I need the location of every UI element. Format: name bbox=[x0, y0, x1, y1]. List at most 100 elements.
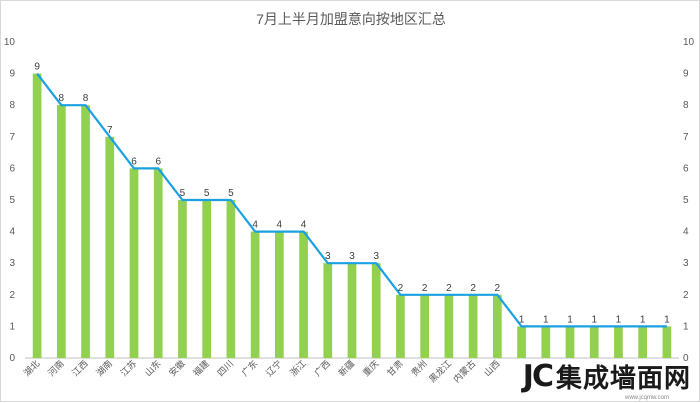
data-label: 6 bbox=[131, 156, 137, 167]
x-tick-label: 广西 bbox=[312, 358, 333, 379]
x-tick-label: 江西 bbox=[70, 358, 91, 379]
data-label: 2 bbox=[398, 283, 404, 294]
y-tick-label-right: 9 bbox=[683, 69, 689, 80]
y-tick-label-right: 3 bbox=[683, 258, 689, 269]
y-tick-label-right: 5 bbox=[683, 195, 689, 206]
data-label: 2 bbox=[495, 283, 501, 294]
bar bbox=[638, 326, 648, 358]
x-tick-label: 山东 bbox=[142, 358, 163, 379]
bar bbox=[541, 326, 551, 358]
bar bbox=[517, 326, 526, 358]
data-label: 1 bbox=[543, 314, 549, 325]
data-label: 1 bbox=[519, 314, 525, 325]
x-tick-label: 广东 bbox=[239, 358, 260, 379]
data-label: 4 bbox=[277, 220, 283, 231]
data-label: 7 bbox=[107, 125, 113, 136]
x-tick-label: 河南 bbox=[45, 358, 66, 379]
bar bbox=[81, 105, 90, 358]
y-tick-label-right: 4 bbox=[683, 227, 689, 238]
data-label: 2 bbox=[446, 283, 452, 294]
watermark-logo: JC bbox=[522, 359, 554, 394]
bar bbox=[371, 263, 381, 358]
bar bbox=[105, 136, 115, 358]
data-label: 3 bbox=[349, 251, 355, 262]
x-tick-label: 福建 bbox=[191, 358, 212, 379]
data-label: 6 bbox=[155, 156, 161, 167]
data-label: 5 bbox=[204, 188, 210, 199]
bar bbox=[347, 263, 357, 358]
data-label: 2 bbox=[470, 283, 476, 294]
bar bbox=[589, 326, 599, 358]
bar bbox=[32, 73, 42, 358]
bar bbox=[202, 200, 212, 358]
y-tick-label-left: 9 bbox=[9, 69, 15, 80]
bar bbox=[250, 231, 260, 358]
bar bbox=[444, 294, 454, 358]
data-label: 1 bbox=[640, 314, 646, 325]
y-tick-label-left: 5 bbox=[9, 195, 15, 206]
x-tick-label: 重庆 bbox=[360, 358, 381, 379]
data-label: 5 bbox=[180, 188, 186, 199]
bar bbox=[274, 231, 284, 358]
y-tick-label-left: 0 bbox=[9, 353, 15, 364]
y-tick-label-right: 7 bbox=[683, 132, 689, 143]
data-label: 1 bbox=[567, 314, 573, 325]
y-tick-label-right: 0 bbox=[683, 353, 689, 364]
x-tick-label: 辽宁 bbox=[263, 358, 284, 379]
bar bbox=[178, 200, 187, 358]
bar bbox=[129, 168, 139, 358]
series-line bbox=[36, 72, 667, 328]
bar bbox=[56, 105, 66, 358]
bar bbox=[662, 326, 672, 358]
bar bbox=[420, 294, 430, 358]
bar bbox=[565, 326, 575, 358]
y-tick-label-left: 7 bbox=[9, 132, 15, 143]
bar bbox=[323, 263, 333, 358]
data-label: 3 bbox=[373, 251, 379, 262]
y-tick-label-left: 8 bbox=[9, 100, 15, 111]
bar bbox=[153, 168, 163, 358]
watermark-text: 集成墙面网 bbox=[555, 364, 691, 394]
x-tick-label: 贵州 bbox=[409, 358, 430, 379]
data-label: 2 bbox=[422, 283, 428, 294]
x-tick-label: 江苏 bbox=[118, 358, 139, 379]
bar bbox=[492, 294, 502, 358]
bar bbox=[614, 326, 623, 358]
x-tick-label: 黑龙江 bbox=[426, 358, 454, 386]
x-tick-label: 内蒙古 bbox=[451, 358, 479, 386]
bar bbox=[226, 200, 236, 358]
data-label: 4 bbox=[301, 220, 307, 231]
y-tick-label-left: 2 bbox=[9, 290, 15, 301]
x-tick-label: 甘肃 bbox=[384, 358, 405, 379]
x-tick-label: 湖北 bbox=[22, 358, 43, 379]
x-tick-label: 浙江 bbox=[287, 358, 308, 379]
data-label: 5 bbox=[228, 188, 234, 199]
x-tick-label: 湖南 bbox=[94, 358, 115, 379]
y-tick-label-right: 2 bbox=[683, 290, 689, 301]
y-tick-label-left: 6 bbox=[9, 163, 15, 174]
y-tick-label-right: 10 bbox=[683, 37, 695, 48]
bar bbox=[468, 294, 478, 358]
x-tick-label: 新疆 bbox=[336, 358, 357, 379]
watermark-url: www.jcqmw.com bbox=[624, 395, 669, 401]
data-label: 3 bbox=[325, 251, 331, 262]
y-tick-label-left: 1 bbox=[9, 321, 15, 332]
x-tick-label: 四川 bbox=[216, 359, 236, 379]
bar bbox=[396, 294, 405, 358]
data-label: 4 bbox=[252, 220, 258, 231]
y-tick-label-right: 6 bbox=[683, 163, 689, 174]
y-tick-label-left: 4 bbox=[9, 227, 15, 238]
data-label: 8 bbox=[59, 93, 65, 104]
chart-title: 7月上半月加盟意向按地区汇总 bbox=[256, 11, 446, 27]
y-tick-label-right: 1 bbox=[683, 321, 689, 332]
bar bbox=[299, 231, 308, 358]
watermark: JC 集成墙面网 bbox=[523, 358, 691, 395]
x-tick-label: 安徽 bbox=[166, 358, 187, 379]
data-label: 1 bbox=[616, 314, 622, 325]
y-tick-label-left: 3 bbox=[9, 258, 15, 269]
y-tick-label-right: 8 bbox=[683, 100, 689, 111]
x-tick-label: 山西 bbox=[482, 358, 503, 379]
data-label: 9 bbox=[34, 62, 40, 73]
